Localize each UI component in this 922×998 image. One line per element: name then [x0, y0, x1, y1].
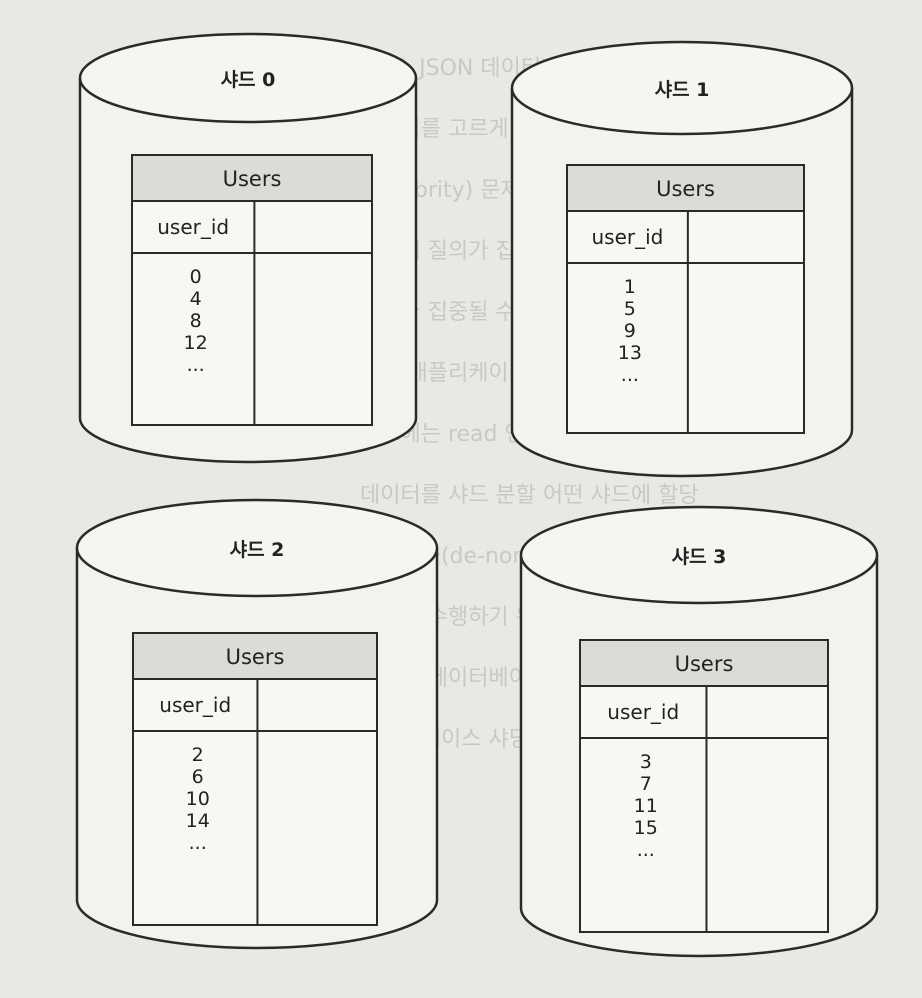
- table-header: [579, 639, 829, 687]
- users-table: [132, 632, 378, 926]
- users-table: [579, 639, 829, 933]
- shard-title: 샤드 3: [672, 546, 727, 568]
- user-id-value: ...: [187, 354, 205, 376]
- user-id-value: 4: [190, 288, 202, 310]
- shard-title: 샤드 1: [655, 79, 710, 101]
- cylinder-top: [510, 40, 854, 136]
- table-name: Users: [223, 167, 282, 191]
- column-name: user_id: [159, 693, 231, 717]
- user-id-value: 2: [192, 744, 204, 766]
- user-id-value: 8: [190, 310, 202, 332]
- user-id-value: 14: [186, 810, 210, 832]
- user-id-value: 6: [192, 766, 204, 788]
- shard-0: 샤드 0 Users user_id 04812...: [78, 32, 418, 464]
- user-id-value: 15: [634, 817, 658, 839]
- cylinder-top: [75, 498, 439, 598]
- user-id-value: 13: [618, 342, 642, 364]
- table-header: [566, 164, 805, 212]
- user-id-value: ...: [189, 832, 207, 854]
- user-id-value: 7: [640, 773, 652, 795]
- shard-3: 샤드 3 Users user_id 371115...: [519, 505, 879, 958]
- cylinder-top: [519, 505, 879, 605]
- user-id-value: 3: [640, 751, 652, 773]
- user-id-value: 9: [624, 320, 636, 342]
- column-name: user_id: [591, 225, 663, 249]
- table-header: [132, 632, 378, 680]
- column-name: user_id: [157, 215, 229, 239]
- user-id-value: 5: [624, 298, 636, 320]
- shard-title: 샤드 0: [221, 69, 276, 91]
- user-id-value: 1: [624, 276, 636, 298]
- table-name: Users: [675, 652, 734, 676]
- user-id-value: 12: [184, 332, 208, 354]
- table-name: Users: [656, 177, 715, 201]
- shard-2: 샤드 2 Users user_id 261014...: [75, 498, 439, 950]
- cylinder-top: [78, 32, 418, 124]
- shard-1: 샤드 1 Users user_id 15913...: [510, 40, 854, 478]
- user-id-value: 0: [190, 266, 202, 288]
- user-id-value: ...: [637, 839, 655, 861]
- user-id-value: 11: [634, 795, 658, 817]
- user-id-value: 10: [186, 788, 210, 810]
- column-name: user_id: [607, 700, 679, 724]
- user-id-value: ...: [621, 364, 639, 386]
- shard-title: 샤드 2: [230, 539, 285, 561]
- table-name: Users: [226, 645, 285, 669]
- table-header: [131, 154, 373, 202]
